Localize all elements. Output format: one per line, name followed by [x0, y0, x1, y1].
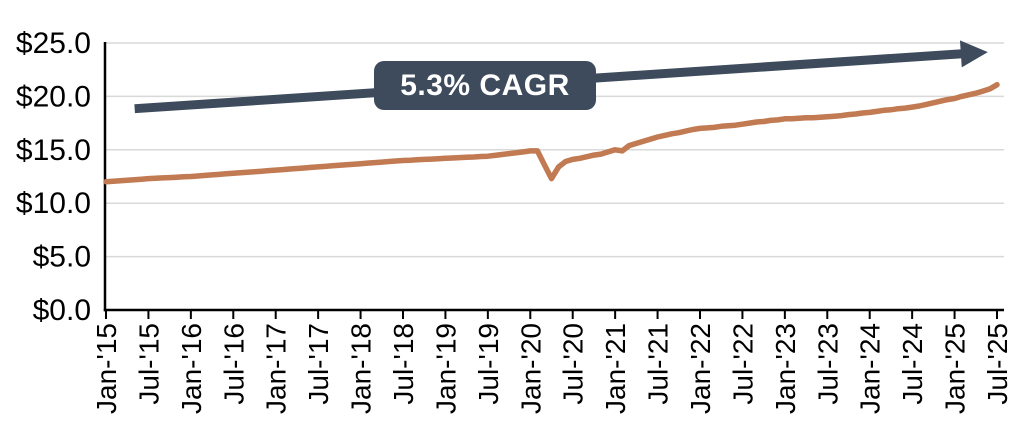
x-tick-label: Jan-'19 [430, 323, 461, 414]
y-tick-label: $10.0 [16, 187, 91, 220]
y-tick-label: $20.0 [16, 80, 91, 113]
x-tick-label: Jan-'23 [770, 323, 801, 414]
x-tick-label: Jul-'17 [303, 323, 334, 405]
x-tick-label: Jan-'21 [600, 323, 631, 414]
axes [103, 42, 1004, 312]
x-tick-label: Jan-'25 [940, 323, 971, 414]
x-tick-label: Jul-'16 [218, 323, 249, 405]
x-tick-label: Jan-'17 [261, 323, 292, 414]
y-axis-labels: $0.0 $5.0 $10.0 $15.0 $20.0 $25.0 [16, 27, 91, 327]
y-tick-label: $15.0 [16, 134, 91, 167]
x-tick-label: Jul-'24 [897, 323, 928, 405]
x-tick-label: Jul-'25 [982, 323, 1013, 405]
x-tick-label: Jan-'22 [685, 323, 716, 414]
x-tick-label: Jan-'20 [515, 323, 546, 414]
y-tick-label: $0.0 [33, 294, 91, 327]
x-axis-labels: Jan-'15 Jul-'15 Jan-'16 Jul-'16 Jan-'17 Jul-'… [91, 323, 1013, 414]
x-tick-label: Jul-'21 [643, 323, 674, 405]
x-tick-label: Jul-'20 [558, 323, 589, 405]
x-tick-label: Jan-'18 [346, 323, 377, 414]
x-tick-label: Jul-'22 [727, 323, 758, 405]
y-tick-label: $25.0 [16, 27, 91, 60]
x-tick-label: Jul-'15 [133, 323, 164, 405]
x-tick-label: Jan-'16 [176, 323, 207, 414]
arrowhead-icon [959, 40, 988, 68]
cagr-annotation-badge: 5.3% CAGR [374, 61, 596, 110]
x-tick-label: Jan-'15 [91, 323, 122, 414]
x-axis-ticks [105, 311, 998, 319]
x-tick-label: Jul-'23 [812, 323, 843, 405]
x-tick-label: Jul-'18 [388, 323, 419, 405]
y-tick-label: $5.0 [33, 241, 91, 274]
x-tick-label: Jan-'24 [855, 323, 886, 414]
x-tick-label: Jul-'19 [473, 323, 504, 405]
series-line [103, 81, 1000, 185]
